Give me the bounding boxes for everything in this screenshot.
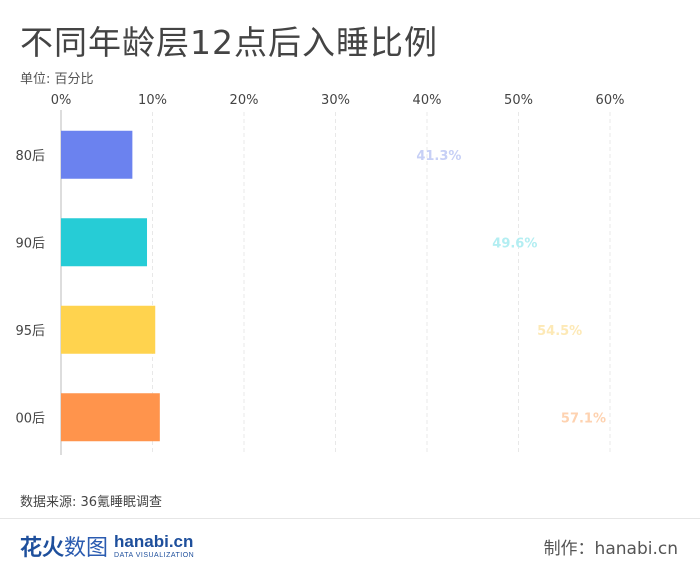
x-tick-label: 60% xyxy=(596,93,625,108)
x-tick-label: 0% xyxy=(51,93,72,108)
x-tick-label: 40% xyxy=(413,93,442,108)
category-label: 80后 xyxy=(15,149,45,164)
value-label: 49.6% xyxy=(492,236,537,251)
logo-cn-bold: 花火 xyxy=(20,536,65,561)
category-label: 95后 xyxy=(15,324,45,339)
bar-3 xyxy=(61,305,156,354)
bar-4 xyxy=(61,393,160,442)
maker-credit: 制作：hanabi.cn xyxy=(543,539,678,559)
x-tick-label: 50% xyxy=(504,93,533,108)
logo-cn: 花火数图 xyxy=(20,530,108,562)
category-label: 90后 xyxy=(15,236,45,251)
category-label: 00后 xyxy=(15,411,45,426)
value-label: 41.3% xyxy=(416,149,461,164)
x-tick-label: 30% xyxy=(321,93,350,108)
chart-title: 不同年龄层12点后入睡比例 xyxy=(20,23,438,62)
value-label: 54.5% xyxy=(537,324,582,339)
logo-en-wrap: hanabi.cn DATA VISUALIZATION xyxy=(114,533,194,559)
logo-sub: DATA VISUALIZATION xyxy=(114,552,195,559)
value-label: 57.1% xyxy=(561,411,606,426)
footer-divider xyxy=(0,518,700,519)
logo-en: hanabi.cn xyxy=(114,532,194,551)
bar-chart: 0% 10% 20% 30% 40% 50% 60% 80后 41.3% 90后 49.6% 95后 5… xyxy=(15,93,625,455)
bar-1 xyxy=(61,130,133,179)
x-tick-label: 10% xyxy=(138,93,167,108)
data-source: 数据来源: 36氪睡眠调查 xyxy=(20,495,163,510)
unit-label: 单位: 百分比 xyxy=(20,72,94,87)
hanabi-logo: 花火数图 hanabi.cn DATA VISUALIZATION xyxy=(20,530,194,562)
logo-cn-thin: 数图 xyxy=(64,536,109,561)
bar-2 xyxy=(61,218,148,267)
x-tick-label: 20% xyxy=(230,93,259,108)
